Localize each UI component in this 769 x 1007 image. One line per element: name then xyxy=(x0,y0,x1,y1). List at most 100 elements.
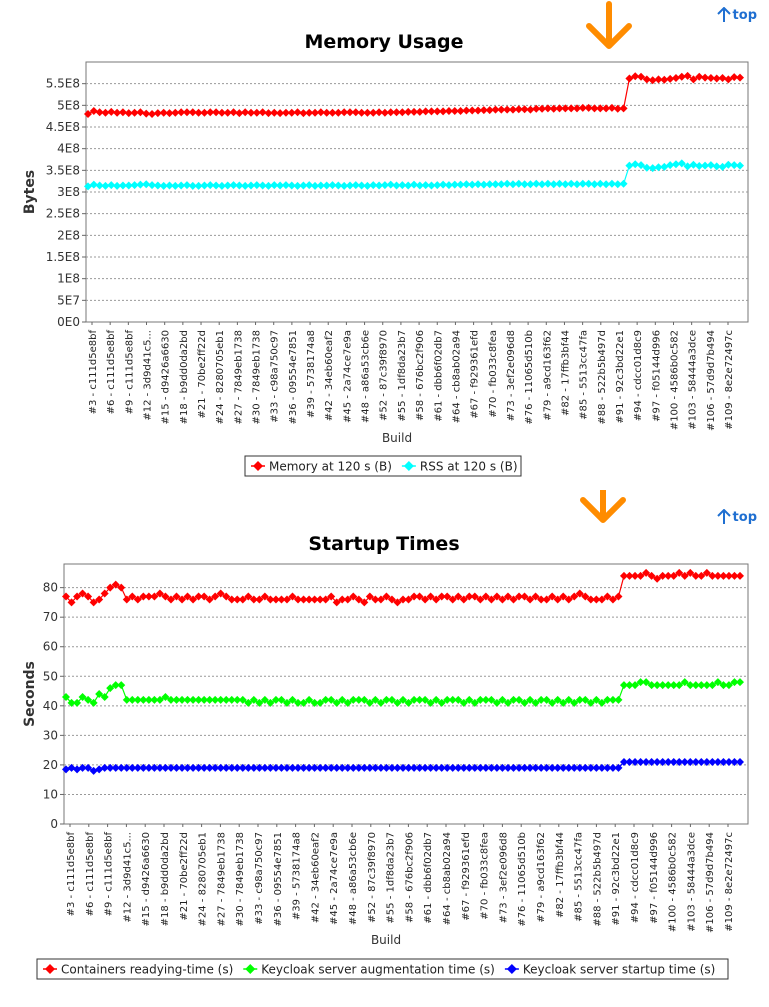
data-point xyxy=(555,104,564,113)
data-point xyxy=(597,595,606,604)
data-point xyxy=(78,589,87,598)
data-point xyxy=(479,106,488,115)
data-point xyxy=(619,571,628,580)
data-point xyxy=(671,160,680,169)
data-point xyxy=(614,592,623,601)
data-point xyxy=(281,108,290,117)
x-tick-label: #94 - cdcc01d8c9 xyxy=(630,832,641,923)
data-point xyxy=(426,763,435,772)
data-point xyxy=(498,695,507,704)
data-point xyxy=(288,592,297,601)
data-point xyxy=(542,763,551,772)
data-point xyxy=(701,73,710,82)
data-point xyxy=(288,695,297,704)
data-point xyxy=(227,763,236,772)
data-point xyxy=(691,681,700,690)
x-tick-label: #58 - 676bc2f906 xyxy=(415,330,426,421)
data-point xyxy=(172,695,181,704)
data-point xyxy=(255,698,264,707)
data-point xyxy=(689,160,698,169)
data-point xyxy=(369,108,378,117)
data-point xyxy=(597,763,606,772)
data-point xyxy=(515,763,524,772)
x-tick-label: #30 - 7849eb1738 xyxy=(235,832,246,926)
data-point xyxy=(327,695,336,704)
x-tick-label: #27 - 7849eb1738 xyxy=(216,832,227,926)
data-point xyxy=(133,595,142,604)
data-point xyxy=(686,757,695,766)
data-point xyxy=(503,105,512,114)
data-point xyxy=(182,181,191,190)
y-tick-label: 5E7 xyxy=(57,293,80,307)
x-tick-label: #97 - f05144d996 xyxy=(649,832,660,924)
data-point xyxy=(549,180,558,189)
data-point xyxy=(73,592,82,601)
y-tick-label: 4.5E8 xyxy=(46,120,80,134)
data-point xyxy=(542,695,551,704)
data-point xyxy=(437,763,446,772)
data-point xyxy=(235,109,244,118)
data-point xyxy=(561,180,570,189)
data-point xyxy=(654,75,663,84)
x-tick-label: #12 - 3d9d41c5... xyxy=(122,832,133,923)
data-point xyxy=(139,592,148,601)
data-point xyxy=(100,589,109,598)
data-point xyxy=(736,161,744,170)
data-point xyxy=(376,698,385,707)
top-link-label: top xyxy=(732,7,757,23)
x-tick-label: #48 - a86a53cb6e xyxy=(348,832,359,925)
data-point xyxy=(648,164,657,173)
x-tick-label: #9 - c111d5e8bf xyxy=(124,330,135,415)
data-point xyxy=(570,698,579,707)
data-point xyxy=(89,698,98,707)
data-point xyxy=(689,75,698,84)
data-point xyxy=(465,592,474,601)
data-point xyxy=(664,571,673,580)
data-point xyxy=(603,695,612,704)
data-point xyxy=(437,592,446,601)
data-point xyxy=(166,595,175,604)
data-point xyxy=(194,108,203,117)
data-point xyxy=(581,763,590,772)
data-point xyxy=(310,763,319,772)
x-tick-label: #52 - 87c39f8970 xyxy=(379,330,390,421)
data-point xyxy=(136,108,145,117)
data-point xyxy=(702,568,711,577)
data-point xyxy=(349,695,358,704)
data-point xyxy=(238,695,247,704)
data-point xyxy=(277,595,286,604)
data-point xyxy=(375,181,384,190)
data-point xyxy=(730,757,739,766)
legend-box xyxy=(244,455,522,477)
data-point xyxy=(683,71,692,80)
data-point xyxy=(247,181,255,190)
data-point xyxy=(189,763,198,772)
data-point xyxy=(144,763,153,772)
data-point xyxy=(509,595,518,604)
data-point xyxy=(520,105,529,114)
data-point xyxy=(658,571,667,580)
data-point xyxy=(691,571,700,580)
data-point xyxy=(217,181,226,190)
data-point xyxy=(470,698,479,707)
x-tick-label: #106 - 57d9d7b494 xyxy=(706,330,717,431)
x-tick-label: #52 - 87c39f8970 xyxy=(367,832,378,923)
data-point xyxy=(117,583,126,592)
x-tick-label: #21 - 70be2ff22d xyxy=(197,330,208,419)
data-point xyxy=(148,181,157,190)
data-point xyxy=(492,698,501,707)
x-tick-label: #39 - 5738174a8 xyxy=(292,832,303,920)
data-point xyxy=(454,763,463,772)
data-point xyxy=(380,181,389,190)
top-link[interactable]: top xyxy=(716,7,757,23)
data-point xyxy=(567,104,576,113)
data-point xyxy=(564,595,573,604)
x-tick-label: #42 - 34eb60eaf2 xyxy=(324,330,335,421)
data-point xyxy=(487,595,496,604)
x-tick-label: #79 - a9cd163f62 xyxy=(542,330,553,421)
data-point xyxy=(686,568,695,577)
data-point xyxy=(543,179,552,188)
data-point xyxy=(95,108,104,117)
top-link[interactable]: top xyxy=(716,509,757,525)
data-point xyxy=(172,592,181,601)
